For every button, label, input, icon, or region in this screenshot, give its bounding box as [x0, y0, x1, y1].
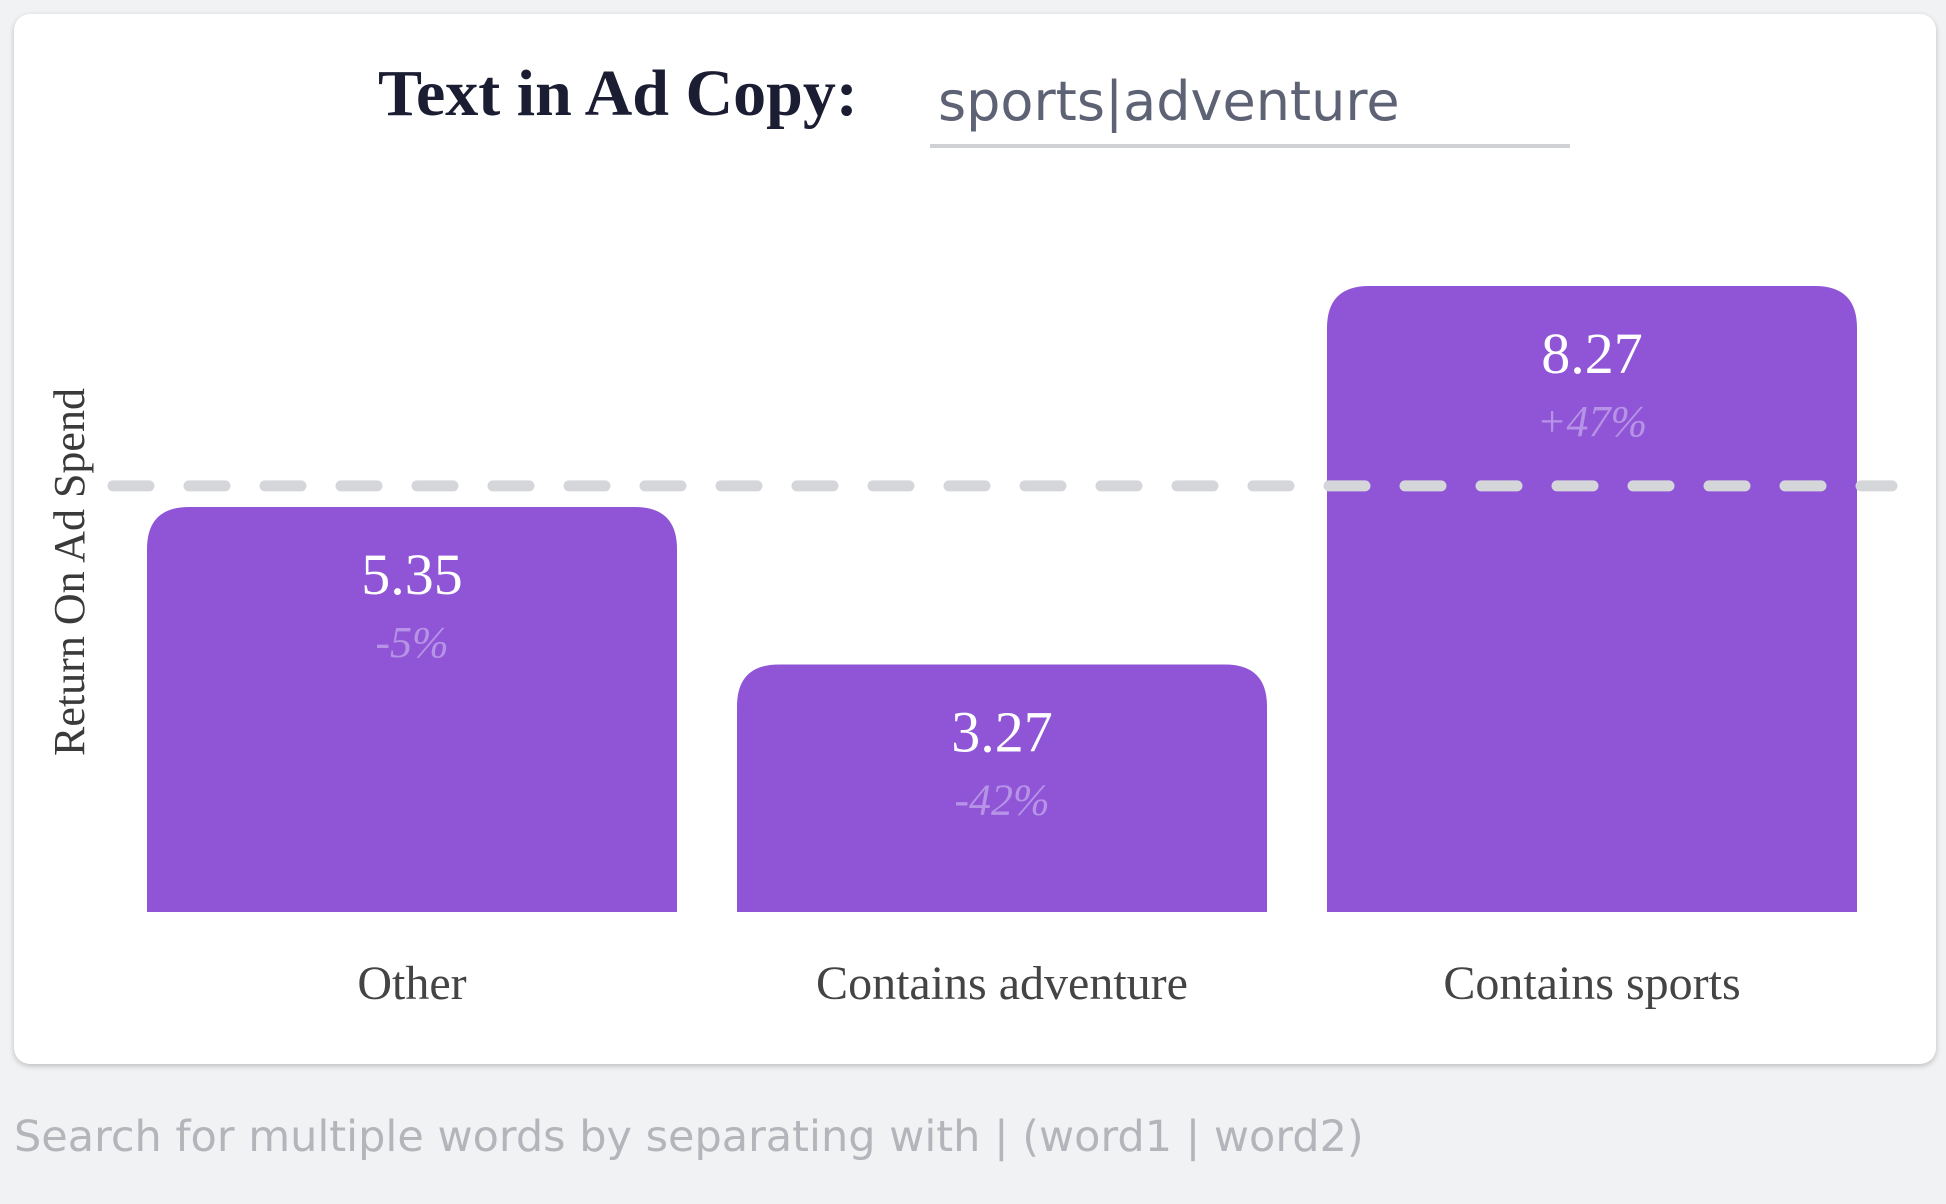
search-input[interactable]: [930, 58, 1570, 148]
search-hint: Search for multiple words by separating …: [14, 1112, 1364, 1162]
bars-layer: [147, 286, 1857, 912]
bar-change-label: -42%: [954, 775, 1049, 824]
bar-change-label: -5%: [375, 618, 448, 667]
bar-1[interactable]: [737, 664, 1267, 912]
bar-value-label: 8.27: [1541, 321, 1643, 386]
bar-value-label: 5.35: [361, 542, 463, 607]
bar-0[interactable]: [147, 507, 677, 912]
category-label: Other: [357, 957, 466, 1010]
bar-value-label: 3.27: [951, 699, 1053, 764]
category-label: Contains sports: [1443, 957, 1740, 1010]
y-axis-label: Return On Ad Spend: [45, 388, 94, 756]
bar-2[interactable]: [1327, 286, 1857, 912]
category-label: Contains adventure: [816, 957, 1188, 1010]
roas-bar-chart: 5.35 -5% Other 3.27 -42% Contains adventure 8.…: [45, 286, 1898, 1010]
labels-layer: 5.35 -5% Other 3.27 -42% Contains adventure 8.…: [357, 321, 1740, 1010]
search-label: Text in Ad Copy:: [378, 57, 858, 130]
bar-change-label: +47%: [1537, 397, 1647, 446]
